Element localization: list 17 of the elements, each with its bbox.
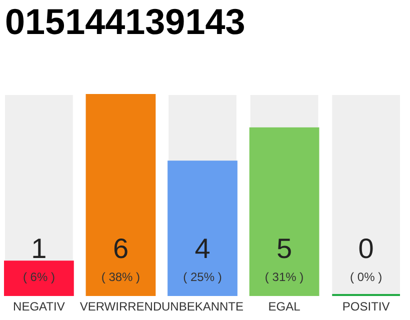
x-tick-label: POSITIV	[342, 300, 390, 314]
annotation: ( 31% )	[264, 270, 304, 284]
data-label: 0	[358, 233, 374, 264]
x-tick-label: EGAL	[268, 300, 301, 314]
annotation: ( 38% )	[101, 270, 140, 284]
annotation: ( 0% )	[350, 270, 382, 284]
data-label: 6	[112, 233, 129, 264]
annotation: ( 6% )	[22, 270, 55, 284]
chart-title: 015144139143	[5, 1, 246, 42]
data-label: 5	[276, 233, 292, 264]
bar	[4, 260, 74, 296]
x-tick-label: UNBEKANNTE	[161, 300, 244, 314]
x-tick-label: NEGATIV	[13, 300, 65, 314]
annotation: ( 25% )	[183, 270, 222, 284]
data-label: 4	[194, 233, 210, 264]
data-label: 1	[31, 233, 47, 264]
x-tick-label: VERWIRREND	[80, 300, 162, 314]
